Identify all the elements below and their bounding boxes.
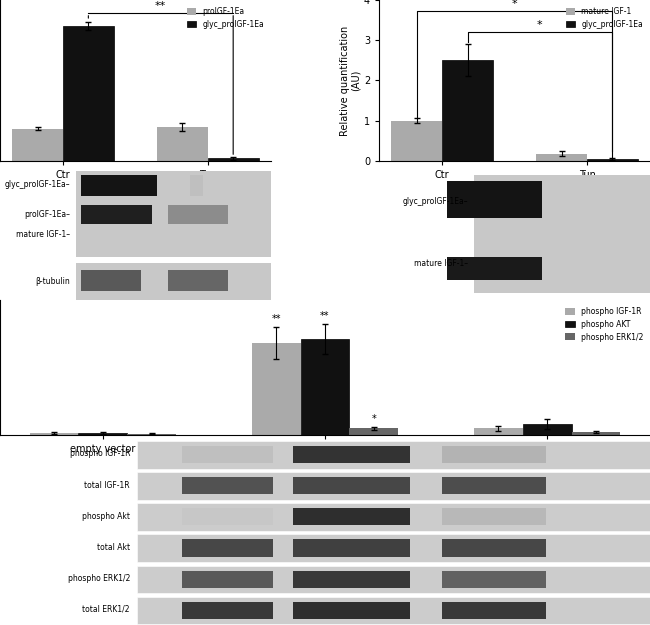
Bar [442,478,546,494]
Text: *: * [537,20,543,30]
Bar [136,534,650,562]
Bar [136,503,650,531]
Bar [292,571,410,588]
Text: total IGF-1R: total IGF-1R [84,481,130,489]
Bar [571,432,621,435]
Bar [292,508,410,526]
Bar [157,127,208,161]
Bar [442,571,546,588]
Bar [79,432,127,435]
Text: *: * [372,414,376,424]
Text: total ERK1/2: total ERK1/2 [83,605,130,614]
Bar [350,428,398,435]
Y-axis label: Relative quantification
(AU): Relative quantification (AU) [339,26,361,136]
Legend: proIGF-1Ea, glyc_proIGF-1Ea: proIGF-1Ea, glyc_proIGF-1Ea [184,4,267,32]
Bar [168,205,228,224]
Bar [300,339,350,435]
Bar [136,566,650,593]
Legend: phospho IGF-1R, phospho AKT, phospho ERK1/2: phospho IGF-1R, phospho AKT, phospho ERK… [562,304,646,344]
Text: **: ** [272,314,281,324]
Bar [292,539,410,557]
Bar [76,171,271,256]
Bar [474,428,523,435]
Text: *: * [512,0,517,9]
Bar [182,508,273,526]
Bar [29,433,79,435]
Text: β-tubulin: β-tubulin [36,277,70,286]
Bar [442,446,546,463]
Text: phospho ERK1/2: phospho ERK1/2 [68,574,130,583]
Bar [182,539,273,557]
Bar [63,26,114,161]
Text: phospho Akt: phospho Akt [82,512,130,521]
Bar [136,597,650,624]
Text: total Akt: total Akt [97,542,130,552]
Bar [587,159,638,161]
Text: **: ** [320,311,330,321]
Bar [81,175,157,196]
Bar [81,205,151,224]
Bar [442,602,546,619]
Bar [182,571,273,588]
Bar [76,263,271,300]
Bar [127,434,176,435]
Text: glyc_proIGF-1Ea–: glyc_proIGF-1Ea– [403,197,469,206]
Bar [536,154,587,161]
Bar [182,602,273,619]
Bar [136,472,650,499]
Text: **: ** [155,1,166,11]
Bar [292,602,410,619]
Bar [252,343,300,435]
Bar [81,270,141,291]
Bar [182,446,273,463]
Text: mature IGF-1–: mature IGF-1– [415,259,469,268]
Bar [12,129,63,161]
Text: glyc_proIGF-1Ea–: glyc_proIGF-1Ea– [5,179,70,189]
Legend: mature IGF-1, glyc_proIGF-1Ea: mature IGF-1, glyc_proIGF-1Ea [563,4,646,32]
Text: mature IGF-1–: mature IGF-1– [16,229,70,239]
Bar [447,181,541,218]
Bar [292,446,410,463]
Bar [136,441,650,469]
Text: phospho IGF-1R: phospho IGF-1R [70,449,130,458]
Bar [447,256,541,280]
Text: proIGF-1Ea–: proIGF-1Ea– [25,210,70,219]
Bar [190,175,203,196]
Bar [391,121,442,161]
Bar [442,61,493,161]
Bar [442,539,546,557]
Bar [523,424,571,435]
Bar [182,478,273,494]
Bar [292,478,410,494]
Bar [442,508,546,526]
Bar [168,270,228,291]
Bar [208,158,259,161]
Bar [474,175,650,293]
